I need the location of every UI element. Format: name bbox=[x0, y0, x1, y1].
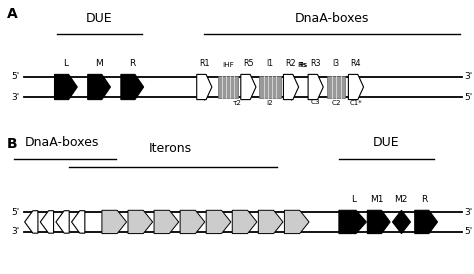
Polygon shape bbox=[392, 210, 410, 233]
Text: R: R bbox=[129, 59, 136, 68]
Text: 3': 3' bbox=[465, 72, 473, 81]
Text: M1: M1 bbox=[370, 195, 383, 204]
Text: R1: R1 bbox=[199, 59, 210, 68]
Polygon shape bbox=[72, 211, 85, 233]
Polygon shape bbox=[154, 210, 179, 233]
Text: C2: C2 bbox=[331, 100, 341, 106]
Text: 5': 5' bbox=[465, 93, 473, 102]
Text: M2: M2 bbox=[394, 195, 407, 204]
Polygon shape bbox=[241, 74, 256, 100]
Text: *: * bbox=[289, 96, 293, 106]
Polygon shape bbox=[367, 210, 390, 233]
Polygon shape bbox=[284, 210, 309, 233]
Text: *: * bbox=[202, 96, 207, 106]
Polygon shape bbox=[121, 74, 144, 100]
Polygon shape bbox=[128, 210, 153, 233]
Text: R: R bbox=[421, 195, 428, 204]
Bar bbox=[327, 76, 345, 98]
Text: DnaA-boxes: DnaA-boxes bbox=[295, 12, 369, 25]
Text: DUE: DUE bbox=[86, 12, 113, 25]
Polygon shape bbox=[40, 211, 54, 233]
Text: R3: R3 bbox=[310, 59, 321, 68]
Text: R2: R2 bbox=[286, 59, 296, 68]
Text: Iterons: Iterons bbox=[149, 142, 192, 155]
Polygon shape bbox=[197, 74, 212, 100]
Text: A: A bbox=[7, 7, 18, 21]
Polygon shape bbox=[232, 210, 257, 233]
Bar bbox=[259, 76, 281, 98]
Text: I3: I3 bbox=[332, 59, 340, 68]
Text: L: L bbox=[351, 195, 356, 204]
Text: Fis: Fis bbox=[299, 62, 308, 68]
Polygon shape bbox=[180, 210, 205, 233]
Polygon shape bbox=[415, 210, 438, 233]
Text: I2: I2 bbox=[266, 100, 273, 106]
Text: R5: R5 bbox=[243, 59, 254, 68]
Text: 3': 3' bbox=[465, 208, 473, 217]
Text: 5': 5' bbox=[465, 227, 473, 236]
Text: I1: I1 bbox=[266, 59, 273, 68]
Text: DUE: DUE bbox=[373, 136, 400, 149]
Text: 5': 5' bbox=[12, 72, 20, 81]
Text: τ2: τ2 bbox=[233, 100, 241, 106]
Text: C1*: C1* bbox=[350, 100, 362, 106]
Bar bbox=[218, 76, 238, 98]
Text: L: L bbox=[64, 59, 68, 68]
Text: DnaA-boxes: DnaA-boxes bbox=[25, 136, 99, 149]
Polygon shape bbox=[283, 74, 299, 100]
Polygon shape bbox=[25, 211, 38, 233]
Text: M: M bbox=[95, 59, 103, 68]
Text: 5': 5' bbox=[12, 208, 20, 217]
Text: R4: R4 bbox=[351, 59, 361, 68]
Text: 3': 3' bbox=[12, 227, 20, 236]
Polygon shape bbox=[308, 74, 323, 100]
Polygon shape bbox=[55, 74, 77, 100]
Polygon shape bbox=[339, 210, 366, 233]
Polygon shape bbox=[102, 210, 127, 233]
Polygon shape bbox=[88, 74, 110, 100]
Text: 3': 3' bbox=[12, 93, 20, 102]
Polygon shape bbox=[348, 74, 364, 100]
Text: IHF: IHF bbox=[222, 62, 234, 68]
Text: Fis: Fis bbox=[298, 62, 307, 68]
Text: B: B bbox=[7, 137, 18, 151]
Polygon shape bbox=[206, 210, 231, 233]
Text: C3: C3 bbox=[311, 99, 320, 105]
Polygon shape bbox=[258, 210, 283, 233]
Polygon shape bbox=[56, 211, 69, 233]
